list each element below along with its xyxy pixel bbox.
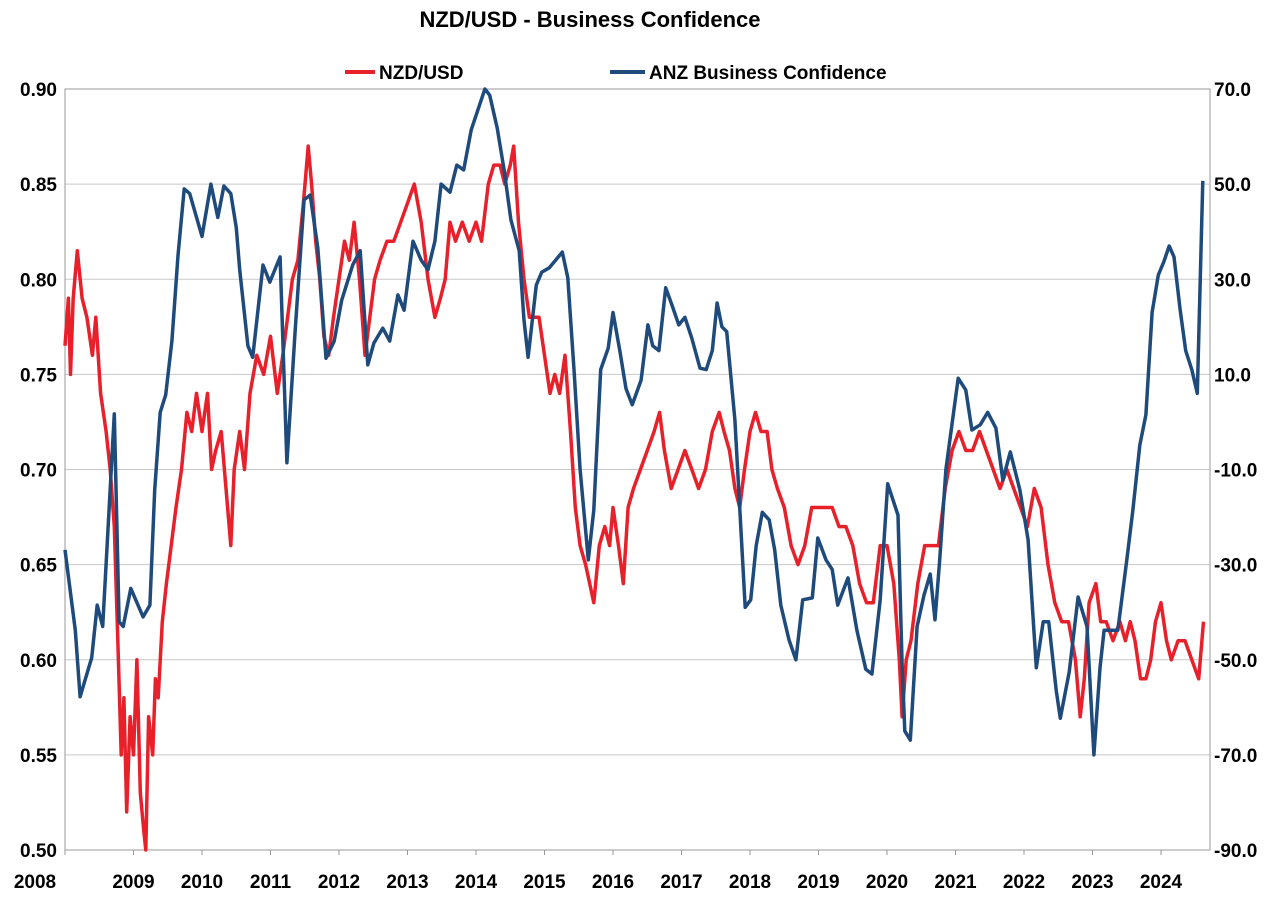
left-tick-label: 0.90 bbox=[20, 80, 57, 101]
right-tick-label: -30.0 bbox=[1214, 556, 1257, 577]
left-tick-label: 0.80 bbox=[20, 270, 57, 291]
right-tick-label: -50.0 bbox=[1214, 651, 1257, 672]
right-tick-label: 30.0 bbox=[1214, 270, 1251, 291]
x-tick-label: 2024 bbox=[1140, 872, 1183, 893]
series-line-nzdusd bbox=[65, 146, 1204, 850]
x-tick-label: 2010 bbox=[181, 872, 223, 893]
legend-label-nzdusd: NZD/USD bbox=[379, 63, 463, 84]
x-tick-label: 2015 bbox=[523, 872, 566, 893]
left-tick-label: 0.65 bbox=[20, 556, 57, 577]
left-tick-label: 0.55 bbox=[20, 746, 57, 767]
left-tick-label: 0.75 bbox=[20, 365, 57, 386]
right-tick-label: 10.0 bbox=[1214, 365, 1251, 386]
right-axis: -90.0 -70.0 -50.0 -30.0 -10.0 10.0 30.0 50.0 70.… bbox=[1214, 80, 1257, 862]
gridlines bbox=[65, 184, 1210, 755]
x-tick-label: 2009 bbox=[112, 872, 154, 893]
right-tick-label: 70.0 bbox=[1214, 80, 1251, 101]
x-tick-label: 2019 bbox=[797, 872, 839, 893]
legend-label-anz: ANZ Business Confidence bbox=[649, 63, 887, 84]
left-tick-label: 0.70 bbox=[20, 461, 57, 482]
left-tick-label: 0.85 bbox=[20, 175, 57, 196]
x-tick-label: 2008 bbox=[14, 872, 56, 893]
x-tick-label: 2021 bbox=[934, 872, 977, 893]
x-tick-label: 2014 bbox=[455, 872, 498, 893]
left-tick-label: 0.50 bbox=[20, 841, 57, 862]
chart-title: NZD/USD - Business Confidence bbox=[419, 7, 760, 32]
x-axis: 2008 2009 2010 2011 2012 2013 2014 2015 2016 2017… bbox=[14, 850, 1183, 893]
series-line-anz-business-confidence bbox=[65, 89, 1203, 755]
right-tick-label: 50.0 bbox=[1214, 175, 1251, 196]
right-tick-label: -70.0 bbox=[1214, 746, 1257, 767]
x-tick-label: 2012 bbox=[318, 872, 360, 893]
x-tick-label: 2023 bbox=[1071, 872, 1113, 893]
x-tick-label: 2020 bbox=[866, 872, 908, 893]
x-tick-label: 2018 bbox=[729, 872, 771, 893]
x-tick-label: 2022 bbox=[1003, 872, 1045, 893]
x-tick-label: 2013 bbox=[386, 872, 428, 893]
left-axis: 0.50 0.55 0.60 0.65 0.70 0.75 0.80 0.85 0.90 bbox=[20, 80, 57, 862]
x-tick-label: 2011 bbox=[250, 872, 292, 893]
left-tick-label: 0.60 bbox=[20, 651, 57, 672]
x-tick-label: 2017 bbox=[660, 872, 702, 893]
legend: NZD/USD ANZ Business Confidence bbox=[345, 63, 887, 84]
x-tick-label: 2016 bbox=[592, 872, 634, 893]
right-tick-label: -90.0 bbox=[1214, 841, 1257, 862]
right-tick-label: -10.0 bbox=[1214, 461, 1257, 482]
